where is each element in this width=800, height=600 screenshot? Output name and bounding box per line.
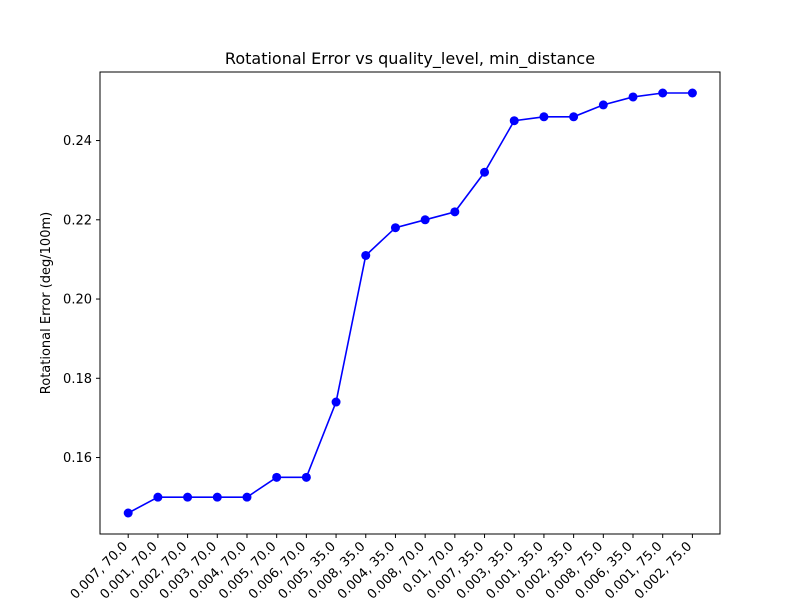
- data-point: [420, 215, 430, 225]
- data-point: [390, 223, 400, 233]
- data-point: [658, 88, 668, 98]
- y-tick-label: 0.16: [63, 451, 92, 466]
- data-point: [212, 492, 222, 502]
- data-point: [509, 116, 519, 126]
- x-axis-ticks: 0.007, 70.00.001, 70.00.002, 70.00.003, …: [68, 534, 695, 600]
- y-axis-ticks: 0.16 0.18 0.20 0.22 0.24: [63, 134, 100, 466]
- data-point: [598, 100, 608, 110]
- data-point: [153, 492, 163, 502]
- data-point: [361, 250, 371, 260]
- y-tick-label: 0.20: [63, 293, 92, 308]
- data-point: [123, 508, 133, 518]
- plot-area: [99, 71, 721, 535]
- chart-title: Rotational Error vs quality_level, min_d…: [225, 49, 595, 69]
- data-point: [183, 492, 193, 502]
- data-point: [301, 472, 311, 482]
- data-point: [687, 88, 697, 98]
- series-points: [123, 88, 697, 518]
- data-point: [242, 492, 252, 502]
- data-point: [272, 472, 282, 482]
- data-point: [480, 167, 490, 177]
- y-tick-label: 0.22: [63, 213, 92, 228]
- y-tick-label: 0.24: [63, 134, 92, 149]
- data-point: [628, 92, 638, 102]
- series-line: [127, 92, 693, 514]
- y-axis-label: Rotational Error (deg/100m): [39, 212, 54, 394]
- data-point: [539, 112, 549, 122]
- data-point: [450, 207, 460, 217]
- y-tick-label: 0.18: [63, 372, 92, 387]
- data-point: [331, 397, 341, 407]
- data-point: [569, 112, 579, 122]
